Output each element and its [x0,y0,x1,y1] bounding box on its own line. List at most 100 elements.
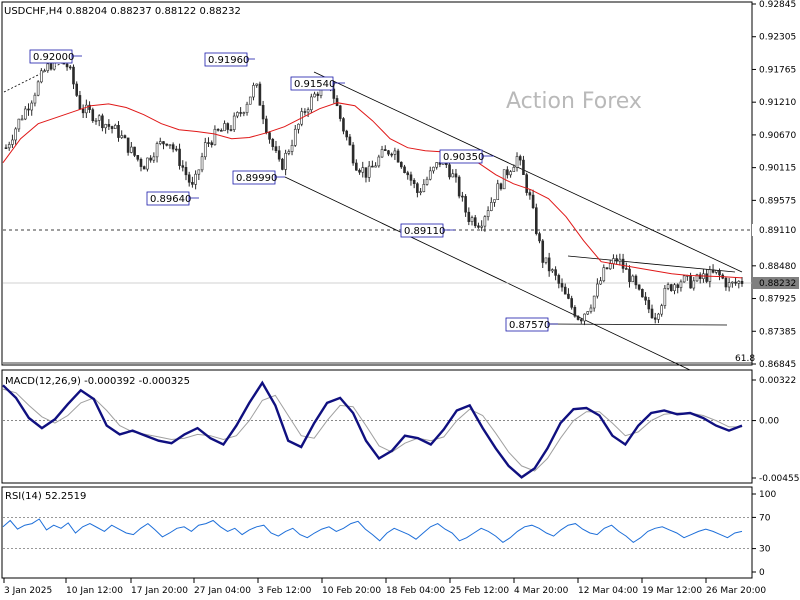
candle-body [464,196,467,213]
candle-body [367,165,371,178]
candle-body [547,257,551,272]
candle-body [589,307,593,312]
candle-body [428,170,432,180]
annotation-box [400,223,444,238]
candle-body [570,298,573,308]
candle-body [615,258,618,262]
candle-body [525,174,528,193]
annotation-label: 0.92000 [33,52,74,63]
candle-body [306,109,310,113]
x-tick-label: 12 Mar 04:00 [578,586,638,596]
candle-body [698,274,702,279]
macd-panel-title: MACD(12,26,9) -0.000392 -0.000325 [5,376,190,387]
candle-body [72,66,75,85]
candle-body [374,165,377,168]
price-y-tick-label: 0.87925 [759,295,796,305]
annotation-box [439,149,483,164]
candle-body [351,144,355,164]
price-y-tick-label: 0.92305 [759,33,796,43]
candle-body [226,123,230,130]
candle-body [403,166,406,174]
candle-body [178,148,181,166]
candle-body [23,108,27,120]
macd-y-tick-label: 0.00 [759,417,779,427]
candle-body [528,192,532,196]
candle-body [130,146,133,153]
candle-body [194,173,197,185]
candle-body [637,284,641,290]
rsi-panel-frame [1,486,753,579]
annotation-box [232,170,276,185]
candle-body [676,284,680,288]
candle-body [416,183,419,193]
candle-body [248,96,252,105]
candle-body [573,307,577,317]
candle-body [473,217,477,227]
candle-body [101,115,104,129]
price-panel-frame [1,1,753,366]
candle-body [162,141,165,145]
candle-body [669,284,673,291]
candle-body [383,149,387,151]
candle-body [727,282,731,288]
candle-body [734,281,737,284]
candle-body [660,305,663,315]
candle-body [541,240,545,263]
candle-body [612,258,615,264]
candle-body [419,191,422,193]
rsi-panel [2,517,752,549]
candle-body [393,150,397,155]
price-y-tick-label: 0.92845 [759,0,796,10]
candle-body [506,169,509,176]
candle-body [46,63,50,72]
candle-body [11,139,14,145]
candle-body [245,103,249,113]
candle-body [168,144,172,146]
candle-body [94,120,98,122]
candle-body [454,173,458,178]
candle-body [718,270,721,276]
rsi-y-tick-label: 100 [759,490,776,500]
candle-body [4,147,8,149]
candle-body [406,172,410,176]
candle-body [740,280,744,284]
x-tick-label: 18 Feb 04:00 [386,586,445,596]
candle-body [149,157,152,161]
candle-body [165,143,168,146]
candle-body [175,148,178,151]
candle-body [358,169,361,173]
candle-body [666,284,670,289]
price-y-tick-label: 0.90670 [759,131,796,141]
candle-body [380,149,384,158]
candle-body [303,111,307,113]
x-tick-label: 26 Mar 20:00 [706,586,766,596]
candle-body [355,162,358,171]
candle-body [7,144,11,149]
candle-body [535,207,538,234]
candle-body [200,156,204,171]
candle-body [348,136,352,146]
watermark: Action Forex [506,89,642,114]
candle-body [91,109,95,122]
price-y-tick-label: 0.86845 [759,360,796,370]
rsi-y-tick-label: 0 [759,568,765,578]
candle-body [313,93,316,98]
candle-body [563,286,567,295]
x-tick-label: 3 Jan 2025 [4,586,52,596]
annotation-label: 0.89640 [150,194,191,205]
macd-y-tick-label: 0.00322 [759,376,796,386]
candle-body [425,178,429,185]
price-panel: 61.8 0.92000 0.91960 0.91540 0.90350 0.89640 0… [2,49,755,371]
x-tick-label: 19 Mar 12:00 [642,586,702,596]
annotation-box [505,317,549,332]
x-tick-label: 25 Feb 12:00 [450,586,509,596]
candle-body [602,267,606,282]
candle-body [297,123,300,130]
level-price-label: 0.89110 [759,226,796,236]
candle-body [232,115,236,130]
candle-body [274,146,278,152]
candle-body [580,319,583,322]
candle-body [110,126,114,129]
price-y-axis: 0.92845 0.92305 0.91765 0.91210 0.90670 0.901… [752,0,799,370]
